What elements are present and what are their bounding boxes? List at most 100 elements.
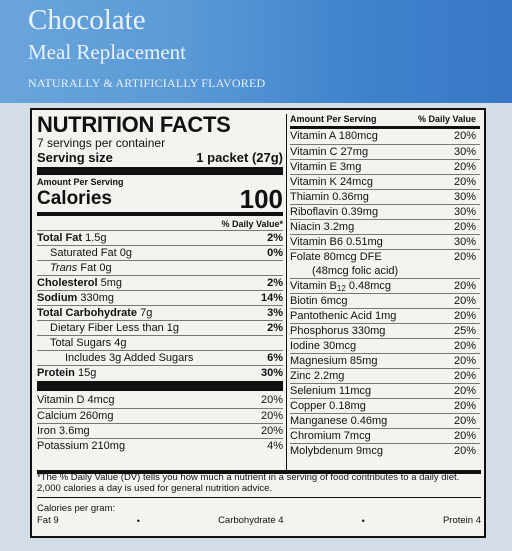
nutrient-name: Sodium xyxy=(37,292,78,304)
serving-size-row: Serving size 1 packet (27g) xyxy=(37,150,283,165)
vitamins-header-dv: % Daily Value xyxy=(417,114,476,124)
vitamin-row: Copper 0.18mg 20% xyxy=(290,398,480,413)
vitamin-row: Biotin 6mcg 20% xyxy=(290,293,480,308)
nutrient-name: Calcium xyxy=(37,410,77,422)
nutrient-amount: 330mg xyxy=(80,292,115,304)
vitamin-row: Vitamin B6 0.51mg 30% xyxy=(290,234,480,249)
nutrient-amount: Fat 0g xyxy=(80,262,112,274)
vitamin-row: Vitamin C 27mg 30% xyxy=(290,144,480,159)
nutrient-amount: 30mcg xyxy=(323,340,357,352)
nutrient-name: Manganese xyxy=(290,415,348,427)
vitamins-header: Amount Per Serving % Daily Value xyxy=(290,114,480,125)
column-divider xyxy=(286,114,287,470)
nutrient-dv: 30% xyxy=(453,191,476,203)
calories-row: Calories 100 xyxy=(37,186,283,212)
vitamin-name-amount: Vitamin E 3mg xyxy=(290,160,361,174)
mineral-row: Potassium 210mg 4% xyxy=(37,438,283,453)
vitamin-name-amount: Vitamin K 24mcg xyxy=(290,175,373,189)
nutrient-name: Selenium xyxy=(290,385,336,397)
nutrient-row: Total Carbohydrate 7g 3% xyxy=(37,305,283,320)
calories-label: Calories xyxy=(37,188,112,209)
nutrient-name: Thiamin xyxy=(290,191,330,203)
nutrient-amount: 0g xyxy=(119,247,132,259)
nutrient-name: Dietary Fiber xyxy=(50,322,113,334)
nutrient-dv: 30% xyxy=(453,206,476,218)
serving-size-value: 1 packet (27g) xyxy=(196,150,283,165)
nutrient-amount: 11mcg xyxy=(338,385,372,397)
vitamins-column: Amount Per Serving % Daily Value Vitamin… xyxy=(290,114,480,458)
vitamin-name-amount: Manganese 0.46mg xyxy=(290,414,387,428)
nutrient-amount: 5mg xyxy=(100,277,122,289)
nutrient-dv: 20% xyxy=(453,280,476,292)
vitamin-row: Vitamin E 3mg 20% xyxy=(290,159,480,174)
nutrient-amount: 85mg xyxy=(349,355,378,367)
main-facts-column: NUTRITION FACTS 7 servings per container… xyxy=(37,114,283,453)
nutrient-dv: 14% xyxy=(260,292,283,304)
nutrient-dv: 20% xyxy=(453,340,476,352)
nutrition-facts-panel: NUTRITION FACTS 7 servings per container… xyxy=(30,108,486,538)
daily-value-header: % Daily Value* xyxy=(221,219,283,229)
vitamin-row: Vitamin B12 0.48mcg 20% xyxy=(290,278,480,293)
vitamin-row: Niacin 3.2mg 20% xyxy=(290,219,480,234)
nutrient-row: Saturated Fat 0g 0% xyxy=(37,245,283,260)
nutrient-amount: 0.18mg xyxy=(329,400,366,412)
vitamin-row: Vitamin A 180mcg 20% xyxy=(290,129,480,144)
bullet-icon: • xyxy=(361,516,365,526)
nutrient-amount: 3.6mg xyxy=(59,425,90,437)
serving-size-label: Serving size xyxy=(37,150,113,165)
mineral-row: Calcium 260mg 20% xyxy=(37,408,283,423)
nutrient-dv: 20% xyxy=(453,445,476,457)
nutrient-amount: 180mcg xyxy=(338,130,378,142)
nutrient-row: Dietary Fiber Less than 1g 2% xyxy=(37,320,283,335)
product-title: Chocolate xyxy=(28,4,146,36)
nutrient-dv: 20% xyxy=(453,385,476,397)
vitamin-name-amount: Thiamin 0.36mg xyxy=(290,190,369,204)
nutrient-dv: 20% xyxy=(453,400,476,412)
footer-divider xyxy=(37,470,481,474)
nutrient-dv: 20% xyxy=(260,394,283,406)
nutrient-dv: 25% xyxy=(453,325,476,337)
nutrient-amount: 1mg xyxy=(375,310,397,322)
vitamin-name-amount: Pantothenic Acid 1mg xyxy=(290,309,396,323)
nutrient-name: Cholesterol xyxy=(37,277,98,289)
nutrient-name: Zinc xyxy=(290,370,311,382)
vitamin-subnote: (48mcg folic acid) xyxy=(312,265,399,277)
nutrient-amount: 0.39mg xyxy=(341,206,379,218)
vitamin-name-amount: Folate 80mcg DFE xyxy=(290,250,382,264)
divider-medium xyxy=(290,126,480,129)
nutrient-amount: 330mg xyxy=(351,325,386,337)
divider-medium xyxy=(37,212,283,216)
vitamin-row: Thiamin 0.36mg 30% xyxy=(290,189,480,204)
nutrient-dv: 4% xyxy=(267,440,283,452)
nutrient-name: Total Carbohydrate xyxy=(37,307,138,319)
nutrient-name: Iron xyxy=(37,425,56,437)
nutrient-dv: 6% xyxy=(267,352,283,364)
nutrient-amount: 6mcg xyxy=(320,295,348,307)
calories-per-gram-row: Fat 9 • Carbohydrate 4 • Protein 4 xyxy=(37,515,481,527)
vitamins-header-amount: Amount Per Serving xyxy=(290,114,377,124)
bullet-icon: • xyxy=(136,516,140,526)
vitamin-row: Folate 80mcg DFE 20% xyxy=(290,249,480,264)
nutrient-name: Total Fat xyxy=(37,232,83,244)
nutrient-name: Vitamin B6 xyxy=(290,236,343,248)
nutrient-dv: 20% xyxy=(453,130,476,142)
nutrient-amount: 7mcg xyxy=(343,430,371,442)
vitamin-row: Manganese 0.46mg 20% xyxy=(290,413,480,428)
nutrient-dv: 20% xyxy=(453,370,476,382)
nutrient-amount: 210mg xyxy=(91,440,126,452)
nutrient-amount: 2.2mg xyxy=(313,370,345,382)
nutrient-name: Vitamin B12 xyxy=(290,280,346,293)
nutrient-dv: 20% xyxy=(453,161,476,173)
vitamin-name-amount: Vitamin B6 0.51mg xyxy=(290,235,383,249)
vitamin-name-amount: Vitamin A 180mcg xyxy=(290,129,378,144)
nutrient-amount: 3.2mg xyxy=(323,221,355,233)
nutrient-row: Cholesterol 5mg 2% xyxy=(37,275,283,290)
vitamin-name-amount: Molybdenum 9mcg xyxy=(290,444,383,458)
nutrient-amount: 4g xyxy=(114,337,127,349)
nutrient-dv: 30% xyxy=(260,367,283,379)
nutrient-dv: 20% xyxy=(453,430,476,442)
vitamin-row: Chromium 7mcg 20% xyxy=(290,428,480,443)
vitamin-row: Pantothenic Acid 1mg 20% xyxy=(290,308,480,323)
nutrient-amount: 1.5g xyxy=(85,232,107,244)
nutrient-name: Iodine xyxy=(290,340,320,352)
